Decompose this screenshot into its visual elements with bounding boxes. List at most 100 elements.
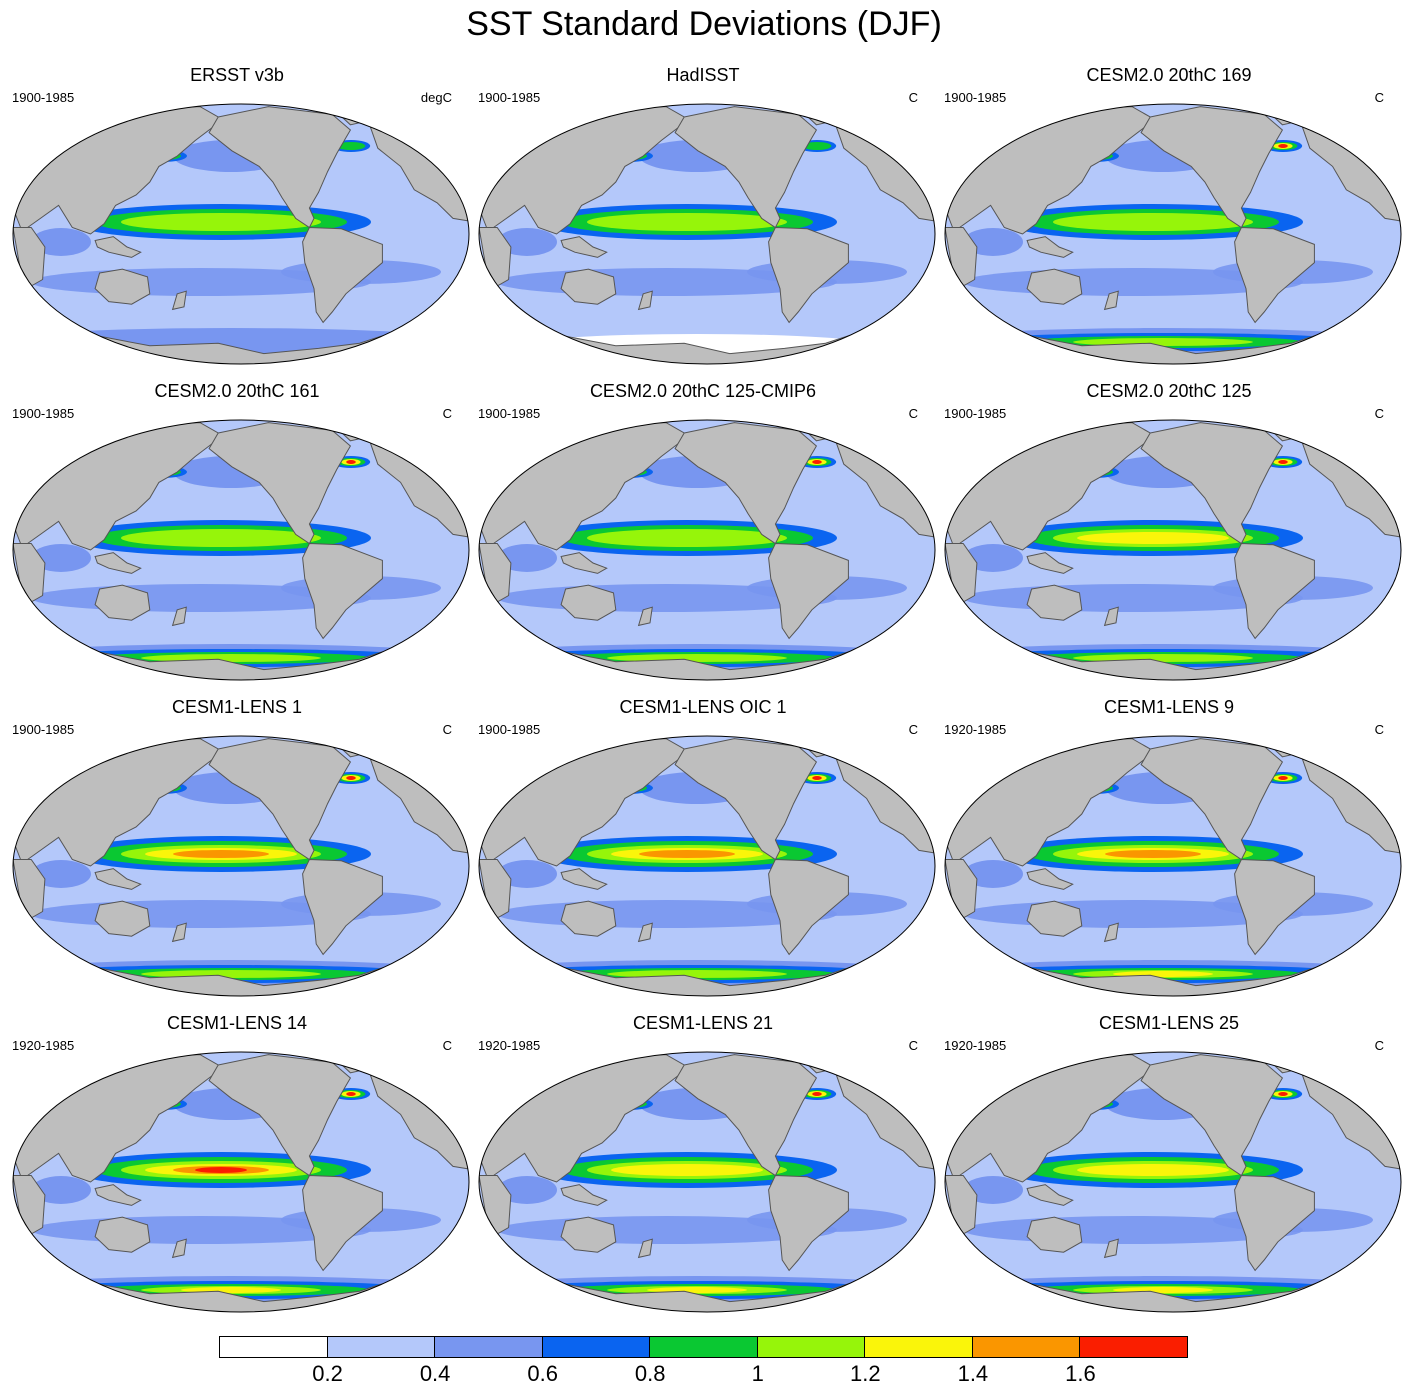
sst-map	[12, 735, 470, 997]
panel-title: CESM1-LENS 25	[1098, 1013, 1240, 1033]
gulf-stream	[346, 1092, 356, 1096]
land-nzealand	[637, 290, 653, 311]
land-nzealand	[1103, 290, 1119, 311]
panel-period: 1900-1985	[944, 406, 1007, 421]
map-outline	[12, 1051, 470, 1313]
sst-map	[478, 735, 936, 997]
indian-ocean-band	[963, 228, 1023, 256]
land-namerica	[208, 422, 352, 545]
colorbar-box	[434, 1336, 543, 1358]
indian-ocean-band	[963, 544, 1023, 572]
land-nzealand	[1103, 1238, 1119, 1259]
gulf-stream	[336, 142, 366, 150]
land-samerica	[1234, 542, 1315, 640]
panel-period: 1900-1985	[478, 722, 541, 737]
panel-units: C	[1374, 1038, 1384, 1053]
indian-ocean-band	[31, 1176, 91, 1204]
land-namerica	[1140, 1054, 1284, 1177]
panel-title: CESM1-LENS 21	[632, 1013, 774, 1033]
panel-period: 1900-1985	[12, 722, 75, 737]
panel-title: CESM2.0 20thC 169	[1086, 65, 1252, 85]
enso-tongue	[121, 529, 321, 547]
land-samerica	[1234, 858, 1315, 956]
enso-tongue	[611, 1164, 763, 1176]
map-panel: HadISST 1900-1985 C	[470, 64, 936, 380]
land-samerica	[302, 1174, 383, 1272]
colorbar-label: 0.6	[527, 1361, 558, 1386]
map-panel: CESM1-LENS 25 1920-1985 C	[936, 1012, 1402, 1328]
land-namerica	[208, 1054, 352, 1177]
enso-tongue	[587, 213, 787, 231]
enso-tongue	[587, 529, 787, 547]
panel-period: 1900-1985	[478, 90, 541, 105]
map-outline	[478, 419, 936, 681]
sst-map	[12, 103, 470, 365]
colorbar-label: 1.6	[1065, 1361, 1096, 1386]
map-outline	[478, 103, 936, 365]
colorbar-label: 1.4	[957, 1361, 989, 1386]
sst-map	[944, 1051, 1402, 1313]
colorbar-label: 0.2	[312, 1361, 343, 1386]
panel-period: 1900-1985	[12, 90, 75, 105]
panel-title: CESM1-LENS 14	[166, 1013, 308, 1033]
land-maritime	[94, 236, 142, 258]
enso-tongue	[173, 850, 269, 858]
panel-period: 1900-1985	[12, 406, 75, 421]
sst-map	[12, 1051, 470, 1313]
indian-ocean-band	[497, 228, 557, 256]
panel-title: CESM1-LENS 9	[1103, 697, 1235, 717]
land-australia	[94, 584, 151, 621]
land-australia	[94, 1216, 151, 1253]
sst-map	[478, 419, 936, 681]
sst-map	[12, 419, 470, 681]
land-namerica	[674, 422, 818, 545]
panel-title: ERSST v3b	[190, 65, 284, 85]
gulf-stream	[812, 1092, 822, 1096]
land-namerica	[1140, 106, 1284, 229]
panel-title: CESM1-LENS OIC 1	[619, 697, 787, 717]
indian-ocean-band	[497, 860, 557, 888]
colorbar-box	[756, 1336, 866, 1358]
land-australia	[94, 900, 151, 937]
panel-units: degC	[420, 90, 452, 105]
land-nzealand	[637, 922, 653, 943]
map-panel: CESM2.0 20thC 125 1900-1985 C	[936, 380, 1402, 696]
map-outline	[478, 735, 936, 997]
gulf-stream	[1278, 776, 1288, 780]
indian-ocean-band	[497, 544, 557, 572]
panel-units: C	[908, 722, 918, 737]
indian-ocean-band	[497, 1176, 557, 1204]
land-australia	[1026, 1216, 1083, 1253]
colorbar-box	[971, 1336, 1081, 1358]
colorbar-box	[649, 1336, 758, 1358]
map-outline	[478, 1051, 936, 1313]
gulf-stream	[1278, 144, 1288, 148]
land-samerica	[768, 226, 849, 324]
panel-units: C	[1374, 90, 1384, 105]
land-nzealand	[171, 922, 187, 943]
panel-units: C	[1374, 406, 1384, 421]
land-maritime	[1026, 236, 1074, 258]
map-outline	[944, 419, 1402, 681]
land-maritime	[560, 868, 608, 890]
panel-units: C	[908, 90, 918, 105]
land-nzealand	[1103, 606, 1119, 627]
colorbar-box	[541, 1336, 651, 1358]
colorbar	[219, 1336, 1188, 1360]
land-maritime	[94, 552, 142, 574]
indian-ocean-band	[31, 544, 91, 572]
land-samerica	[768, 858, 849, 956]
land-namerica	[1140, 422, 1284, 545]
land-namerica	[208, 738, 352, 861]
map-outline	[944, 735, 1402, 997]
enso-tongue	[195, 1167, 247, 1173]
land-namerica	[674, 106, 818, 229]
land-nzealand	[171, 1238, 187, 1259]
enso-tongue	[1105, 850, 1201, 858]
indian-ocean-band	[963, 1176, 1023, 1204]
gulf-stream	[346, 776, 356, 780]
land-australia	[560, 1216, 617, 1253]
map-panel: CESM1-LENS 21 1920-1985 C	[470, 1012, 936, 1328]
map-panel: CESM1-LENS 1 1900-1985 C	[4, 696, 470, 1012]
indian-ocean-band	[31, 860, 91, 888]
